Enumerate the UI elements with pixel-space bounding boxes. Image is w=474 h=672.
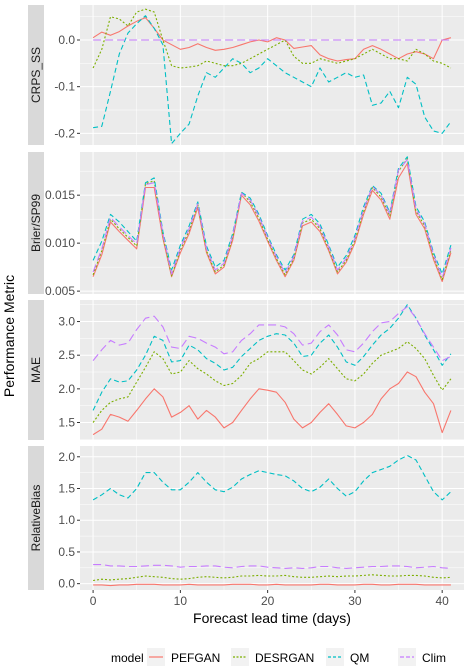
- x-tick-label: 30: [348, 594, 362, 608]
- facet-strip: [28, 5, 44, 145]
- legend-item-desrgan: DESRGAN: [231, 648, 314, 666]
- facet-strip-label: CRPS_SS: [29, 47, 43, 103]
- series-line-pefgan: [92, 162, 452, 283]
- panels-group: CRPS_SS 0.0 -0.1 -0.2 Brier/SP99 0.005 0.010 0.…: [28, 5, 464, 591]
- y-tick-label: 0.0: [58, 33, 75, 47]
- series-line-qm: [92, 304, 452, 411]
- panel-background: [80, 5, 464, 145]
- legend-item-pefgan: PEFGAN: [147, 648, 220, 666]
- x-axis-title: Forecast lead time (days): [193, 610, 351, 626]
- legend-label: Clim: [422, 651, 446, 665]
- y-tick-label: 0.015: [45, 188, 75, 202]
- x-tick-label: 20: [261, 594, 275, 608]
- legend-label: PEFGAN: [171, 651, 220, 665]
- series-line-desrgan: [92, 158, 452, 281]
- legend-item-qm: QM: [326, 648, 369, 666]
- facet-strip: [28, 300, 44, 440]
- series-line-qm: [92, 156, 452, 275]
- facet-strip-label: RelativeBias: [29, 485, 43, 552]
- y-tick-label: 1.0: [58, 513, 75, 527]
- series-line-qm: [92, 454, 452, 501]
- facet-strip: [28, 446, 44, 590]
- legend-item-clim: Clim: [398, 648, 446, 666]
- series-line-pefgan: [92, 17, 452, 62]
- y-tick-label: 0.0: [58, 577, 75, 591]
- panel-mae: MAE 1.5 2.0 2.5 3.0: [28, 300, 464, 440]
- y-tick-label: 3.0: [58, 315, 75, 329]
- facet-strip: [28, 152, 44, 294]
- panel-brier-sp99: Brier/SP99 0.005 0.010 0.015: [28, 152, 464, 298]
- x-tick-label: 40: [436, 594, 450, 608]
- x-axis: 0 10 20 30 40: [90, 590, 449, 608]
- series-line-pefgan: [93, 583, 451, 587]
- y-tick-label: 2.0: [58, 450, 75, 464]
- panel-crps-ss: CRPS_SS 0.0 -0.1 -0.2: [28, 5, 464, 145]
- y-tick-label: 2.5: [58, 348, 75, 362]
- y-tick-label: 2.0: [58, 382, 75, 396]
- y-axis-title: Performance Metric: [1, 275, 17, 397]
- panel-background: [80, 300, 464, 440]
- legend-items: PEFGAN DESRGAN QM Clim: [147, 648, 446, 666]
- legend-label: DESRGAN: [255, 651, 314, 665]
- x-tick-label: 0: [90, 594, 97, 608]
- panel-relativebias: RelativeBias 0.0 0.5 1.0 1.5 2.0: [28, 446, 464, 591]
- series-line-clim: [92, 159, 452, 279]
- y-tick-label: 1.5: [58, 482, 75, 496]
- series-line-pefgan: [92, 371, 452, 436]
- series-line-desrgan: [92, 341, 452, 423]
- series-line-desrgan: [93, 574, 451, 582]
- y-tick-label: -0.1: [54, 80, 75, 94]
- y-tick-label: 1.5: [58, 416, 75, 430]
- y-tick-label: -0.2: [54, 126, 75, 140]
- legend-label: QM: [350, 651, 369, 665]
- panel-background: [80, 152, 464, 294]
- x-tick-label: 10: [174, 594, 188, 608]
- y-tick-label: 0.5: [58, 545, 75, 559]
- panel-background: [80, 446, 464, 590]
- series-line-clim: [92, 306, 452, 362]
- series-line-desrgan: [92, 8, 452, 69]
- facet-strip-label: MAE: [29, 357, 43, 383]
- legend-title: model: [111, 651, 144, 665]
- y-tick-label: 0.005: [45, 284, 75, 298]
- legend: model PEFGAN DESRGAN QM Clim: [111, 648, 446, 666]
- y-tick-label: 0.010: [45, 236, 75, 250]
- series-line-qm: [93, 15, 452, 145]
- facet-strip-label: Brier/SP99: [29, 194, 43, 252]
